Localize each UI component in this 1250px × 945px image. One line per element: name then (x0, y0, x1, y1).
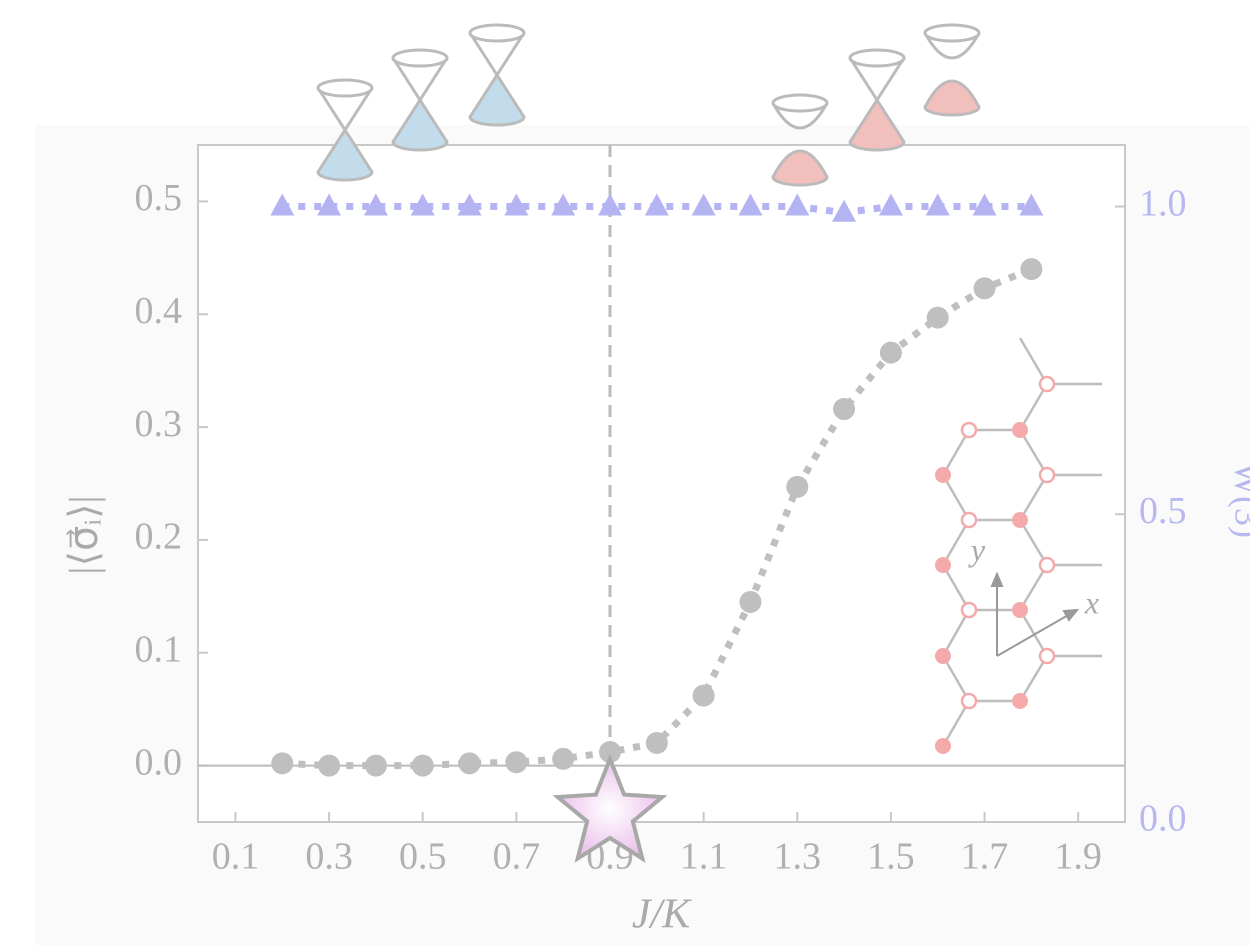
point-marker (786, 476, 808, 498)
cone-rim (470, 25, 524, 41)
x-tick-label: 1.3 (774, 836, 822, 878)
point-marker (927, 307, 949, 329)
cone (925, 25, 979, 115)
cone (393, 50, 447, 150)
y-axis-label: |⟨σ⃗ᵢ⟩| (61, 495, 106, 574)
cone (470, 25, 524, 125)
point-marker (552, 748, 574, 770)
y2-tick-label: 1.0 (1139, 182, 1187, 224)
point-marker (459, 752, 481, 774)
x-tick-label: 0.7 (493, 836, 541, 878)
point-marker (271, 752, 293, 774)
x-tick-label: 1.1 (680, 836, 728, 878)
x-tick-label: 0.5 (399, 836, 447, 878)
chart: x y J/K |⟨σ⃗ᵢ⟩| W(3) 0.0 0.1 0.2 0.3 0.4 0.5 0… (0, 0, 1250, 945)
bowl-rim (925, 25, 979, 41)
y-tick-label: 0.5 (135, 177, 183, 219)
point-marker (833, 398, 855, 420)
inset-y-label: y (968, 531, 986, 567)
y2-axis-label: W(3) (1228, 462, 1250, 538)
x-tick-label: 1.9 (1054, 836, 1102, 878)
x-tick-label: 1.7 (961, 836, 1009, 878)
point-marker (880, 342, 902, 364)
plot-frame (198, 145, 1125, 822)
point-marker (974, 277, 996, 299)
y-tick-label: 0.4 (135, 290, 183, 332)
y2-tick-label: 0.0 (1139, 798, 1187, 840)
inset-x-label: x (1084, 584, 1099, 620)
point-marker (1020, 258, 1042, 280)
y-tick-label: 0.3 (135, 403, 183, 445)
point-marker (412, 755, 434, 777)
point-marker (693, 685, 715, 707)
x-axis-label: J/K (632, 892, 692, 938)
point-marker (646, 732, 668, 754)
cone-rim (318, 80, 372, 96)
cone-lower (470, 75, 524, 125)
cone-rim (393, 50, 447, 66)
bowl-rim (773, 95, 827, 111)
point-marker (318, 755, 340, 777)
dome (925, 81, 979, 115)
y2-tick-label: 0.5 (1139, 490, 1187, 532)
y-tick-label: 0.0 (135, 741, 183, 783)
y-tick-label: 0.2 (135, 516, 183, 558)
x-tick-label: 0.3 (305, 836, 353, 878)
point-marker (365, 755, 387, 777)
point-marker (505, 751, 527, 773)
cone (850, 50, 904, 150)
cone-rim (850, 50, 904, 66)
y-tick-label: 0.1 (135, 628, 183, 670)
point-marker (739, 591, 761, 613)
x-tick-label: 1.5 (867, 836, 915, 878)
x-tick-label: 0.1 (212, 836, 260, 878)
